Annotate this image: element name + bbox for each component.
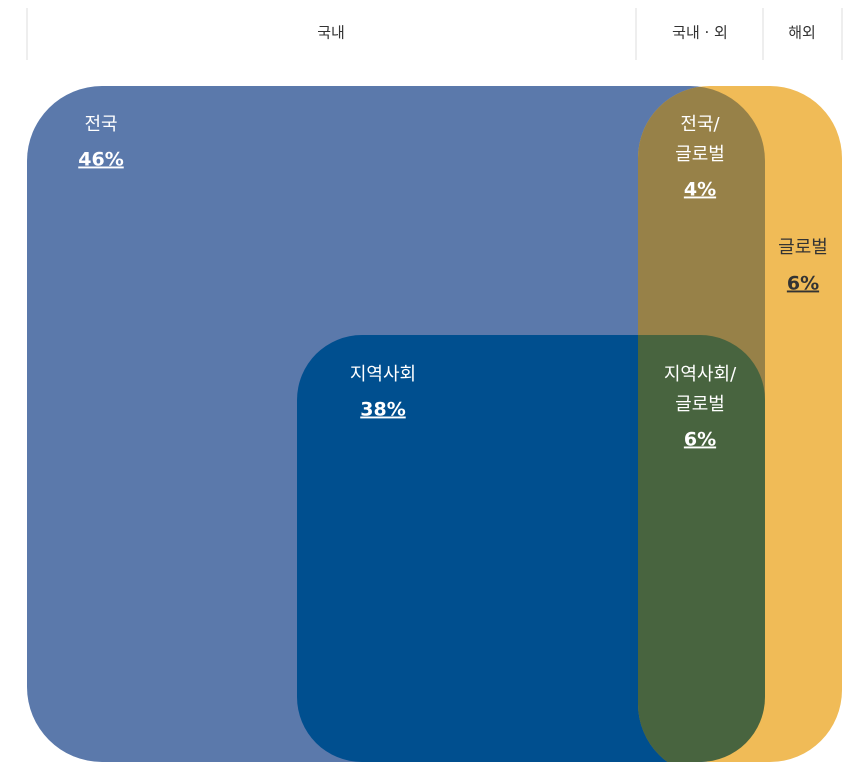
header: 국내 국내 · 외 해외 <box>26 8 843 60</box>
label: 전국/ <box>680 114 720 135</box>
header-label: 국내 · 외 <box>672 24 728 42</box>
local-global-overlap <box>638 335 765 762</box>
label: 지역사회 <box>350 364 416 385</box>
percent: 38% <box>360 399 405 421</box>
percent: 46% <box>78 149 123 171</box>
header-label: 해외 <box>788 24 816 42</box>
percent: 6% <box>787 273 819 295</box>
label: 글로벌 <box>675 394 725 415</box>
header-label: 국내 <box>317 24 345 42</box>
percent: 4% <box>684 179 716 201</box>
percent: 6% <box>684 429 716 451</box>
label: 전국 <box>84 114 117 135</box>
label: 글로벌 <box>675 144 725 165</box>
label: 글로벌 <box>778 237 828 258</box>
label: 지역사회/ <box>664 364 737 385</box>
